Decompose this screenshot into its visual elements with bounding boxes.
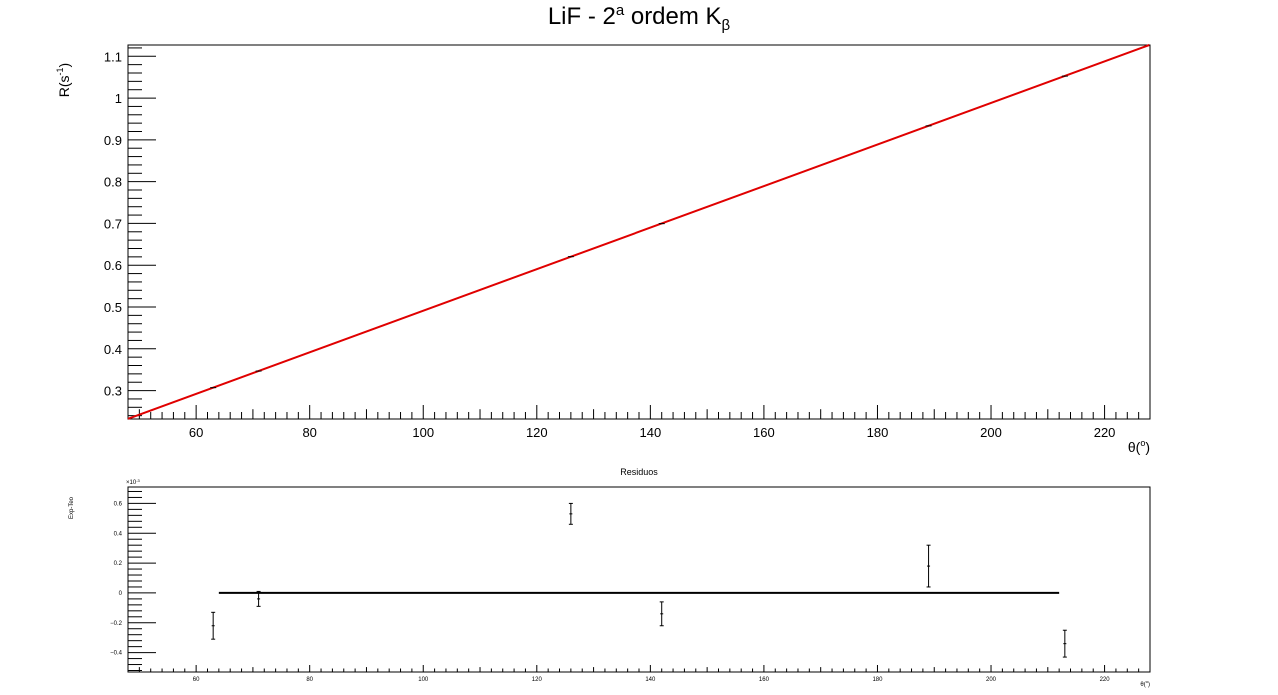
residuals-chart: Residuos 60 80 100 120 140 160 180 200 220 −0.4 −0… [69, 467, 1151, 688]
x-tick-label: 220 [1100, 677, 1111, 683]
main-plot-marks [127, 44, 1150, 420]
x-tick-label: 200 [980, 425, 1002, 440]
residuals-y-axis-title: Exp-Teo [69, 496, 75, 519]
x-tick-label: 80 [302, 425, 316, 440]
residuals-y-scale-label: ×10-3 [126, 478, 141, 486]
residuals-chart-title: Residuos [620, 467, 658, 477]
main-chart: LiF - 2a ordem Kβ 60 80 100 120 140 160 180 200… [55, 2, 1151, 455]
y-tick-label: 0.3 [104, 384, 122, 399]
residuals-x-axis-title: θ(o) [1140, 679, 1150, 688]
main-x-axis-title: θ(o) [1128, 438, 1150, 455]
fit-line [127, 44, 1150, 420]
residual-point [211, 611, 216, 640]
residuals-plot-marks [211, 502, 1067, 658]
x-tick-label: 160 [753, 425, 775, 440]
x-tick-label: 120 [526, 425, 548, 440]
y-tick-label: 0.6 [114, 501, 123, 507]
residual-point [926, 544, 931, 588]
y-tick-label: 1.1 [104, 49, 122, 64]
x-tick-label: 100 [412, 425, 434, 440]
main-y-axis-title: R(s-1) [55, 63, 72, 97]
x-tick-label: 140 [640, 425, 662, 440]
x-tick-label: 180 [867, 425, 889, 440]
y-tick-label: 0.8 [104, 175, 122, 190]
residuals-axis-ticks: 60 80 100 120 140 160 180 200 220 −0.4 −0.2 0 0.2 0.4… [110, 490, 1151, 683]
residual-point [568, 502, 573, 525]
y-tick-label: 0.7 [104, 216, 122, 231]
x-tick-label: 180 [872, 677, 883, 683]
x-tick-label: 200 [986, 677, 997, 683]
x-tick-label: 220 [1094, 425, 1116, 440]
y-tick-label: 0.4 [114, 531, 123, 537]
y-tick-label: 1 [115, 91, 122, 106]
main-axis-ticks: 60 80 100 120 140 160 180 200 220 0.3 0.4 0.5 0.6 0.7… [104, 47, 1151, 440]
x-tick-label: 60 [189, 425, 203, 440]
x-tick-label: 120 [532, 677, 543, 683]
residual-point [256, 590, 261, 607]
x-tick-label: 60 [193, 677, 200, 683]
residual-point [1062, 629, 1067, 658]
x-tick-label: 140 [645, 677, 656, 683]
x-tick-label: 80 [306, 677, 313, 683]
main-chart-title: LiF - 2a ordem Kβ [548, 2, 731, 34]
y-tick-label: 0.6 [104, 258, 122, 273]
y-tick-label: 0.4 [104, 342, 122, 357]
residual-point [659, 601, 664, 627]
x-tick-label: 100 [418, 677, 429, 683]
y-tick-label: 0.9 [104, 133, 122, 148]
x-tick-label: 160 [759, 677, 770, 683]
y-tick-label: −0.2 [110, 621, 123, 627]
y-tick-label: 0 [119, 591, 123, 597]
y-tick-label: −0.4 [110, 651, 123, 657]
y-tick-label: 0.5 [104, 300, 122, 315]
y-tick-label: 0.2 [114, 561, 123, 567]
